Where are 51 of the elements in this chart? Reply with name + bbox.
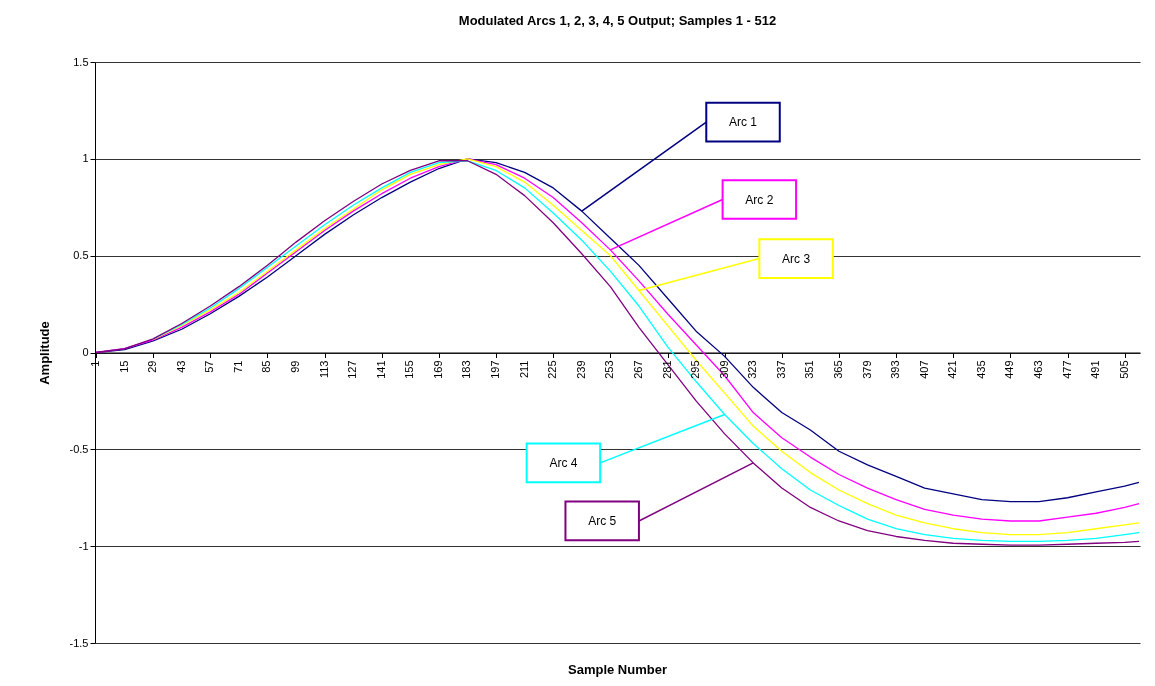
text: Arc 5	[588, 513, 617, 528]
y-tick-label: 1	[82, 152, 89, 165]
x-tick-label: 169	[431, 360, 444, 379]
x-axis-title: Sample Number	[568, 662, 667, 677]
x-tick-label: 155	[403, 360, 416, 379]
x-tick-label: 71	[231, 360, 244, 373]
y-tick-label: -1.5	[69, 636, 89, 649]
x-tick-label: 505	[1117, 360, 1130, 379]
x-tick-label: 99	[289, 360, 302, 373]
x-tick-label: 239	[574, 360, 587, 379]
x-tick-label: 267	[631, 360, 644, 379]
x-tick-label: 337	[774, 360, 787, 379]
x-tick-label: 379	[860, 360, 873, 379]
x-tick-label: 323	[746, 360, 759, 379]
x-tick-label: 15	[117, 360, 130, 373]
x-tick-label: 407	[917, 360, 930, 379]
y-tick-label: -0.5	[69, 442, 89, 455]
x-tick-label: 85	[260, 360, 273, 373]
text: Arc 4	[549, 455, 578, 470]
y-tick-label: 0	[82, 346, 89, 358]
x-tick-label: 29	[146, 360, 159, 373]
x-tick-label: 225	[546, 360, 559, 379]
y-axis-title: Amplitude	[36, 321, 52, 385]
x-tick-label: 295	[689, 360, 702, 379]
x-tick-label: 477	[1060, 360, 1073, 379]
x-tick-label: 463	[1031, 360, 1044, 379]
x-tick-label: 435	[974, 360, 987, 379]
text: Arc 1	[729, 115, 758, 130]
y-tick-label: -1	[78, 539, 89, 552]
x-tick-label: 113	[317, 360, 330, 379]
y-tick-label: 1.5	[73, 55, 89, 68]
x-tick-label: 281	[660, 360, 673, 379]
chart-title: Modulated Arcs 1, 2, 3, 4, 5 Output; Samples 1 - 512	[458, 13, 777, 28]
x-tick-label: 393	[889, 360, 902, 379]
x-tick-label: 365	[831, 360, 844, 379]
x-tick-label: 351	[803, 360, 816, 379]
x-tick-label: 309	[717, 360, 730, 379]
y-tick-label: 0.5	[73, 249, 89, 262]
x-tick-label: 197	[489, 360, 502, 379]
x-tick-label: 211	[517, 360, 530, 379]
x-tick-label: 491	[1089, 360, 1102, 379]
x-tick-label: 43	[174, 360, 187, 373]
x-tick-label: 141	[374, 360, 387, 379]
x-tick-label: 127	[346, 360, 359, 379]
x-tick-label: 253	[603, 360, 616, 379]
x-tick-label: 183	[460, 360, 473, 379]
text: Arc 2	[745, 192, 774, 207]
x-tick-label: 57	[203, 360, 216, 373]
x-tick-label: 421	[946, 360, 959, 379]
x-tick-label: 449	[1003, 360, 1016, 379]
text: Arc 3	[782, 251, 811, 266]
